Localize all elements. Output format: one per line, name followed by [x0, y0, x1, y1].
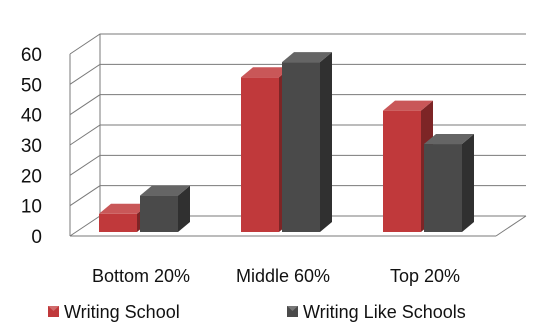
legend-swatch	[48, 306, 59, 317]
floor-right-edge	[495, 215, 527, 237]
y-tick-label: 60	[21, 45, 42, 66]
legend-swatch-highlight	[48, 306, 59, 311]
bars-group	[99, 52, 474, 233]
x-category-label: Bottom 20%	[92, 266, 190, 286]
bar-front	[424, 144, 462, 232]
legend-swatch-highlight	[287, 306, 298, 311]
bar	[140, 185, 190, 232]
legend-swatch	[287, 306, 298, 317]
x-category-label: Middle 60%	[236, 266, 330, 286]
bar-side	[320, 52, 332, 233]
legend-label: Writing Like Schools	[303, 302, 466, 322]
y-axis-ticks: 0 10 20 30 40 50 60	[21, 45, 42, 248]
x-axis-categories: Bottom 20% Middle 60% Top 20%	[92, 266, 460, 286]
bar-side	[178, 185, 190, 232]
bar-front	[99, 213, 137, 232]
y-tick-label: 50	[21, 75, 42, 96]
y-tick-label: 10	[21, 197, 42, 218]
legend-label: Writing School	[64, 302, 180, 322]
bar-top	[424, 134, 474, 145]
y-tick-label: 0	[31, 227, 42, 248]
chart-gridlines	[69, 33, 527, 237]
y-tick-label: 30	[21, 136, 42, 157]
bar-top	[241, 67, 291, 78]
gridline	[69, 33, 526, 55]
bar	[424, 134, 474, 232]
bar-top	[99, 203, 149, 214]
y-tick-label: 40	[21, 106, 42, 127]
bar-side	[462, 134, 474, 232]
bar-front	[282, 62, 320, 233]
bar-top	[140, 185, 190, 196]
bar-front	[140, 195, 178, 232]
legend-item: Writing Like Schools	[287, 302, 466, 322]
bar-top	[383, 100, 433, 111]
bar-top	[282, 52, 332, 63]
bar	[282, 52, 332, 233]
x-category-label: Top 20%	[390, 266, 460, 286]
bar-front	[241, 77, 279, 232]
legend-item: Writing School	[48, 302, 180, 322]
y-tick-label: 20	[21, 166, 42, 187]
legend: Writing School Writing Like Schools	[48, 302, 466, 322]
bar-front	[383, 110, 421, 232]
